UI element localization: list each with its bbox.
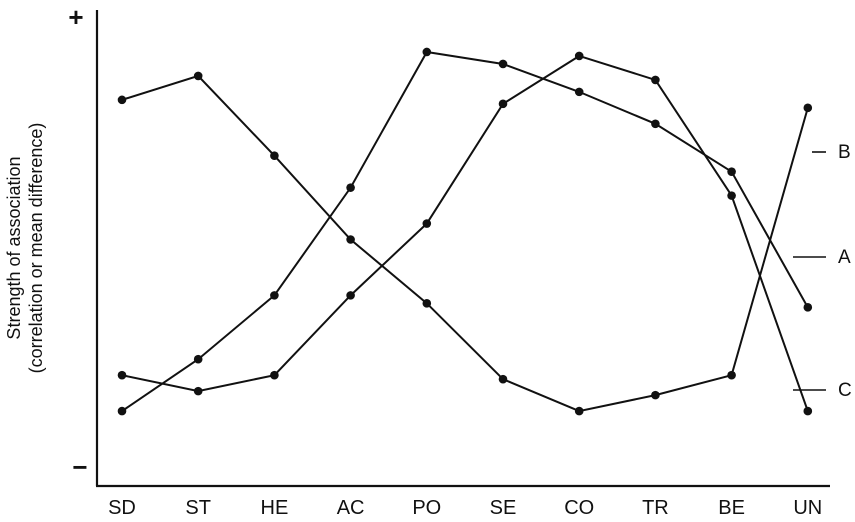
series-b-point-be xyxy=(727,167,736,176)
series-a-point-un xyxy=(803,103,813,113)
series-b-point-he xyxy=(270,291,279,300)
series-b-label: B xyxy=(838,142,851,163)
series-labels: A B C xyxy=(793,142,852,401)
series-a-point-se xyxy=(498,374,508,384)
series-c-point-sd xyxy=(117,370,127,380)
series-b-point-ac xyxy=(346,183,355,192)
x-tick-label-be: BE xyxy=(718,497,745,519)
x-tick-label-un: UN xyxy=(793,497,822,519)
y-axis-minus-label: − xyxy=(72,452,87,482)
series-a-point-be xyxy=(727,370,736,380)
series-a-point-st xyxy=(193,71,203,81)
y-axis-title-line2: (correlation or mean difference) xyxy=(26,123,46,374)
series-line-b xyxy=(121,50,809,412)
series-b-point-sd xyxy=(117,406,127,416)
series-lines xyxy=(121,50,809,413)
series-c-point-ac xyxy=(346,291,355,300)
y-axis-plus-label: + xyxy=(68,2,83,32)
y-axis: + − Strength of association (correlation… xyxy=(4,2,99,486)
series-b-point-un xyxy=(803,303,813,312)
x-tick-label-tr: TR xyxy=(642,497,669,519)
x-tick-label-he: HE xyxy=(261,497,289,519)
series-c-point-tr xyxy=(651,75,660,85)
series-c-point-be xyxy=(727,191,736,200)
series-b-point-st xyxy=(193,354,203,364)
series-a-point-po xyxy=(422,299,432,308)
series-line-a xyxy=(121,74,809,413)
series-c-point-co xyxy=(574,51,584,61)
x-tick-label-ac: AC xyxy=(337,497,365,519)
series-a-point-he xyxy=(270,151,279,161)
series-a-point-tr xyxy=(651,390,660,400)
series-points xyxy=(117,47,813,416)
series-c-point-se xyxy=(498,99,508,109)
series-b-point-co xyxy=(574,87,584,97)
x-tick-label-st: ST xyxy=(185,497,211,519)
series-c-label: C xyxy=(838,380,852,401)
series-line-c xyxy=(121,54,809,412)
series-b-point-po xyxy=(422,47,432,57)
x-tick-label-co: CO xyxy=(564,497,594,519)
series-a-point-co xyxy=(574,406,584,416)
series-b-point-se xyxy=(498,59,508,69)
x-tick-label-po: PO xyxy=(412,497,441,519)
x-tick-labels: SD ST HE AC PO SE CO TR BE UN xyxy=(108,497,822,519)
x-axis: SD ST HE AC PO SE CO TR BE UN xyxy=(96,484,830,519)
series-b-point-tr xyxy=(651,119,660,129)
series-c-point-po xyxy=(422,219,432,228)
x-tick-label-sd: SD xyxy=(108,497,136,519)
series-a-label: A xyxy=(838,247,851,268)
x-tick-label-se: SE xyxy=(490,497,517,519)
series-a-point-sd xyxy=(117,95,127,105)
y-axis-title-line1: Strength of association xyxy=(4,156,24,339)
series-c-point-he xyxy=(270,370,279,380)
series-a-point-ac xyxy=(346,235,355,244)
series-c-point-st xyxy=(193,386,203,396)
series-c-point-un xyxy=(803,406,813,416)
